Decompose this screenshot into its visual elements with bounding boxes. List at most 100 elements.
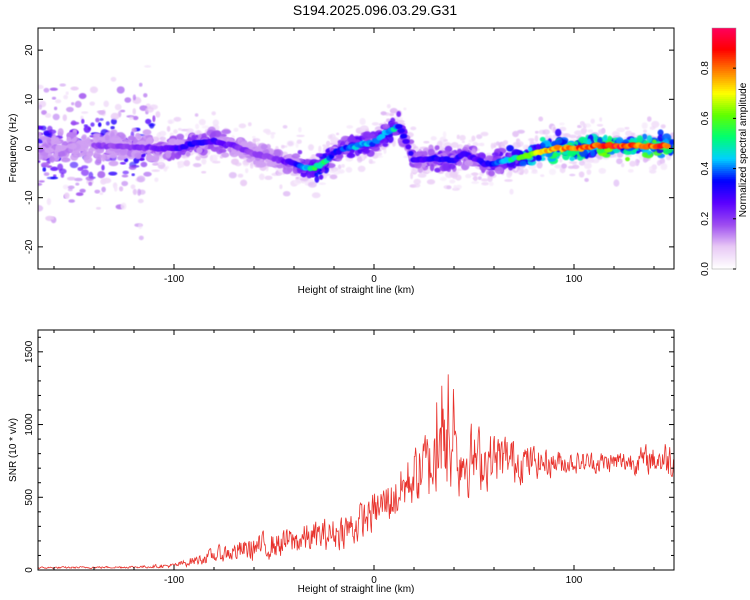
colorbar-segment — [712, 154, 736, 158]
heatmap-cell — [463, 160, 474, 167]
heatmap-cell — [480, 131, 489, 137]
heatmap-cell — [128, 165, 137, 170]
colorbar-segment — [712, 32, 736, 35]
heatmap-cell — [442, 131, 447, 138]
heatmap-cell — [386, 104, 391, 109]
heatmap-cell — [46, 137, 52, 144]
heatmap-cell — [95, 157, 102, 163]
x-tick-label: 100 — [566, 575, 583, 586]
colorbar-segment — [712, 82, 736, 85]
heatmap-cell — [145, 106, 154, 113]
heatmap-cell — [308, 144, 314, 151]
heatmap-cell — [578, 171, 585, 178]
heatmap-cell — [511, 149, 520, 157]
heatmap-cell — [44, 147, 54, 154]
colorbar-segment — [712, 40, 736, 43]
heatmap-cell — [201, 125, 210, 129]
heatmap-cell — [178, 127, 182, 131]
heatmap-cell — [490, 142, 494, 150]
heatmap-cell — [315, 153, 323, 158]
heatmap-cell — [282, 191, 291, 197]
colorbar-segment — [712, 178, 736, 182]
heatmap-cell — [395, 119, 405, 124]
heatmap-cell — [554, 164, 563, 169]
colorbar-segment — [712, 128, 736, 132]
colorbar-segment — [712, 242, 736, 246]
heatmap-cell — [38, 160, 41, 163]
heatmap-cell — [103, 100, 109, 108]
heatmap-cell — [538, 116, 544, 122]
heatmap-cell — [300, 177, 309, 182]
heatmap-cell — [530, 171, 538, 174]
heatmap-cell — [186, 128, 194, 134]
heatmap-cell — [616, 137, 624, 145]
colorbar-segment — [712, 212, 736, 216]
y-tick-label: 0 — [24, 567, 35, 573]
heatmap-cell — [616, 158, 623, 165]
heatmap-cell — [201, 170, 207, 174]
heatmap-cell — [265, 130, 271, 136]
heatmap-cell — [598, 167, 607, 174]
x-tick-label: -100 — [164, 274, 184, 285]
heatmap-cell — [657, 129, 664, 136]
heatmap-cell — [60, 157, 71, 163]
heatmap-cell — [304, 159, 310, 165]
heatmap-cell — [46, 198, 52, 206]
colorbar-segment — [712, 224, 736, 228]
heatmap-cell — [145, 137, 153, 145]
heatmap-cell — [586, 138, 592, 146]
heatmap-cell — [127, 135, 136, 141]
heatmap-cell — [641, 122, 648, 130]
x-tick-label: -100 — [164, 575, 184, 586]
heatmap-cell — [108, 153, 118, 159]
heatmap-cell — [89, 101, 95, 106]
heatmap-cell — [627, 169, 634, 173]
heatmap-cell — [38, 205, 44, 212]
colorbar-segment — [712, 160, 736, 164]
heatmap-cell — [110, 126, 115, 130]
heatmap-cell — [539, 142, 546, 149]
heatmap-cell — [563, 133, 571, 138]
heatmap-cell — [337, 164, 342, 170]
heatmap-cell — [45, 113, 52, 118]
colorbar-tick-label: 0.6 — [700, 111, 711, 125]
heatmap-cell — [660, 124, 666, 129]
heatmap-cell — [233, 127, 239, 132]
heatmap-cell — [173, 116, 182, 122]
heatmap-cell — [264, 175, 273, 180]
heatmap-cell — [494, 166, 504, 175]
y-tick-label: 1500 — [24, 340, 35, 363]
heatmap-cell — [519, 160, 527, 167]
heatmap-cell — [38, 104, 43, 110]
y-tick-label: 0 — [24, 145, 35, 151]
heatmap-cell — [598, 129, 606, 135]
heatmap-cell — [55, 99, 62, 104]
colorbar-segment — [712, 172, 736, 176]
heatmap-cell — [101, 186, 106, 193]
heatmap-cell — [130, 184, 136, 190]
heatmap-cell — [636, 135, 643, 143]
heatmap-cell — [40, 162, 50, 167]
heatmap-cell — [613, 179, 620, 187]
colorbar-segment — [712, 152, 736, 156]
heatmap-cell — [559, 158, 563, 163]
heatmap-cell — [137, 198, 144, 204]
heatmap-cell — [120, 109, 126, 113]
colorbar-segment — [712, 162, 736, 166]
heatmap-cell — [105, 121, 110, 126]
heatmap-cell — [136, 175, 146, 183]
heatmap-cell — [584, 178, 589, 182]
colorbar-segment — [712, 206, 736, 210]
heatmap-cell — [318, 174, 324, 180]
heatmap-cell — [449, 179, 456, 184]
heatmap-cell — [488, 170, 495, 177]
heatmap-cell — [42, 167, 47, 172]
ridge-cell — [405, 144, 412, 150]
heatmap-cell — [470, 172, 479, 176]
colorbar-segment — [712, 156, 736, 160]
colorbar-segment — [712, 78, 736, 81]
colorbar-segment — [712, 140, 736, 144]
heatmap-cell — [340, 140, 346, 146]
colorbar-segment — [712, 230, 736, 234]
heatmap-cell — [85, 176, 95, 181]
